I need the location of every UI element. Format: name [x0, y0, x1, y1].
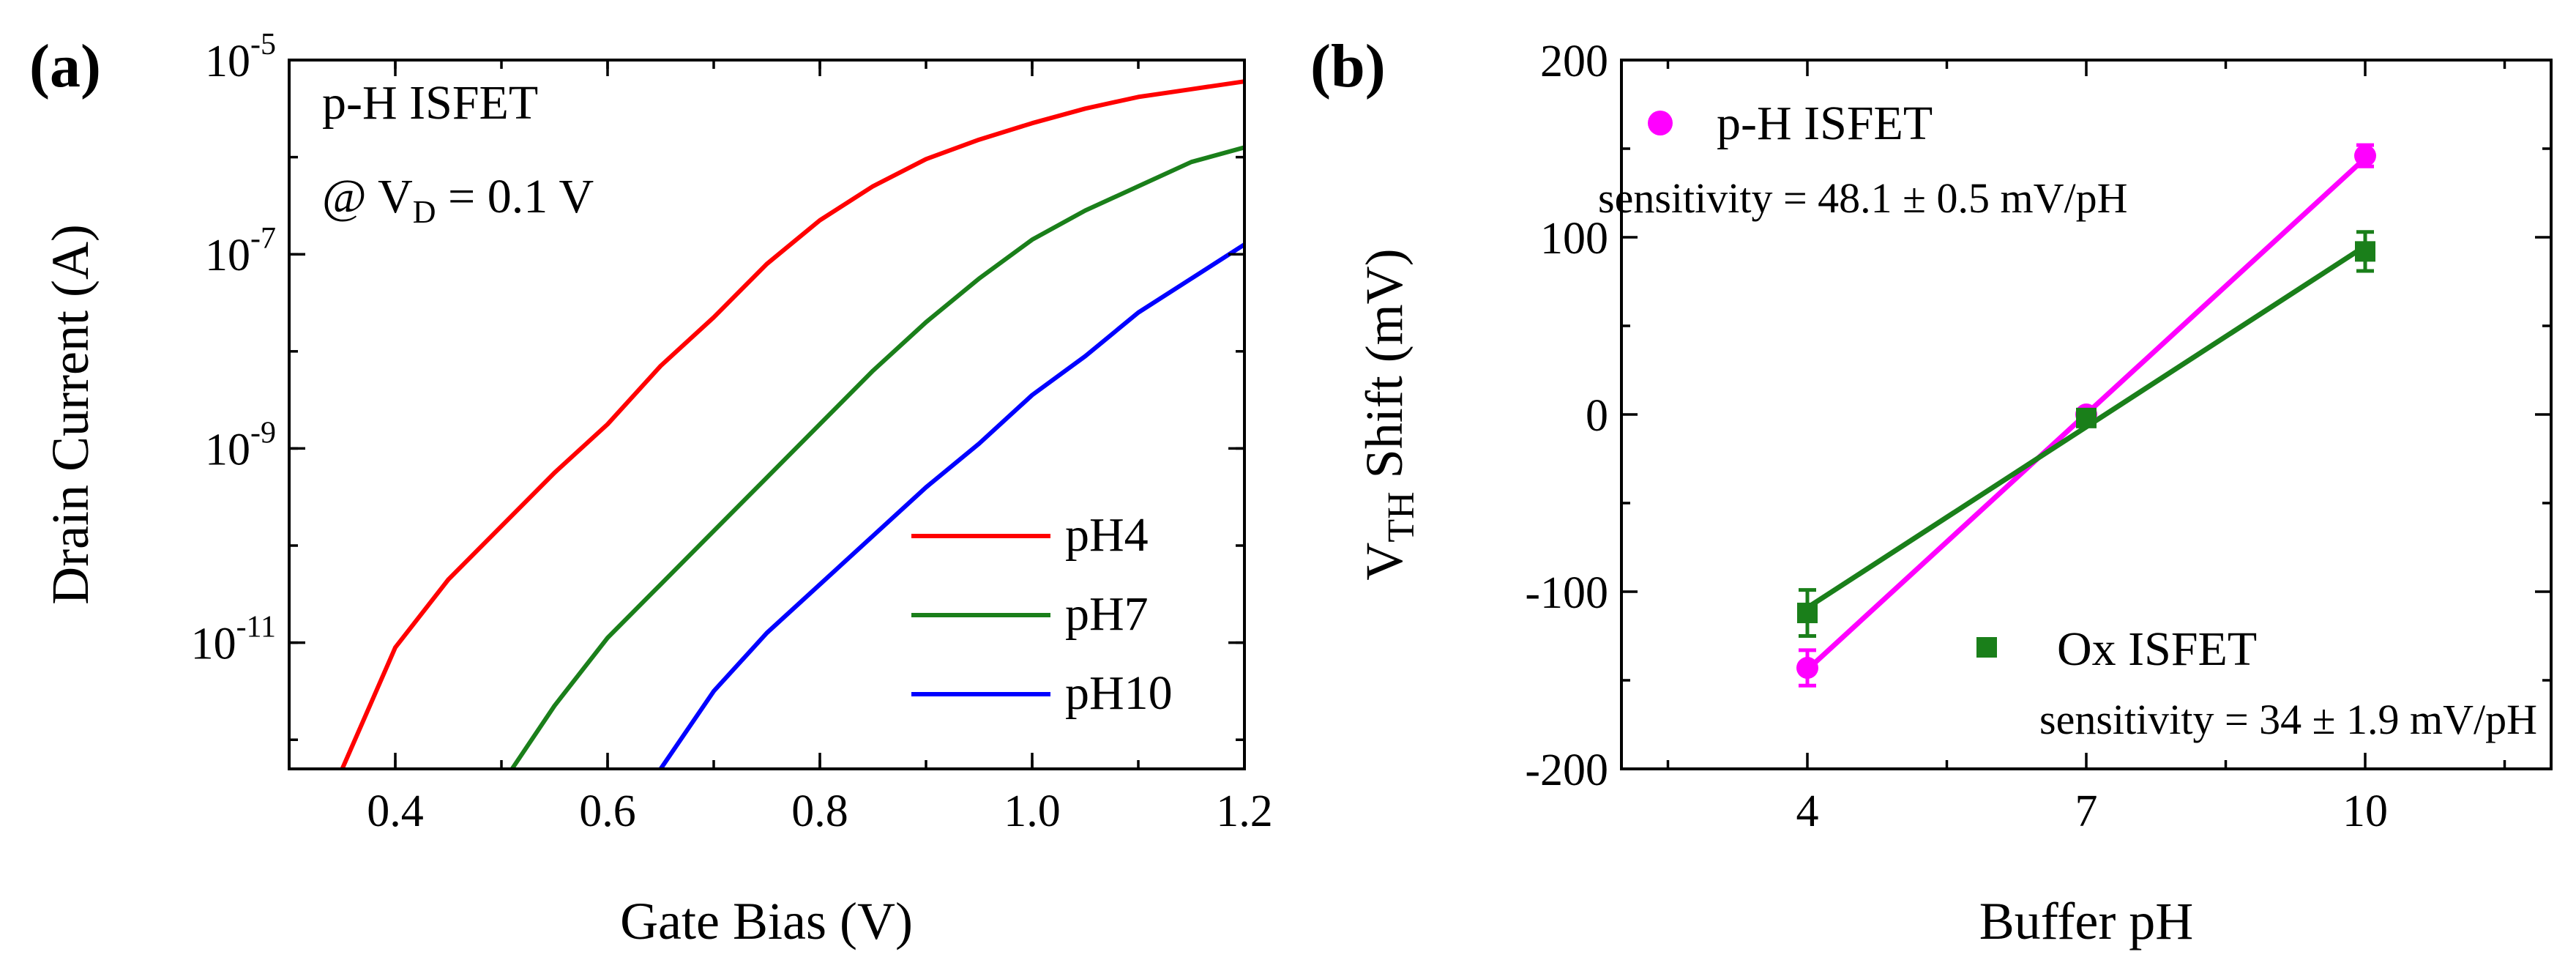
panel-a-condition-annotation: @ VD = 0.1 V: [322, 170, 594, 230]
x-tick-label: 4: [1796, 786, 1819, 836]
x-tick-label: 0.6: [579, 786, 636, 836]
series-line-ph4: [340, 79, 1245, 770]
panel-b-y-axis-title: VTH Shift (mV): [1355, 248, 1422, 580]
data-point-ox-isfet: [1797, 603, 1818, 624]
panel-b-x-ticks: 4 7 10: [1666, 60, 2506, 836]
panel-b-x-axis-title: Buffer pH: [1979, 892, 2194, 950]
panel-a-plot-frame: [288, 59, 1246, 770]
y-tick-label: 10-11: [191, 611, 276, 669]
panel-b-vth-shift-chart: (b) 4 7 10 -200 -100 0 100 200 Buffer pH VTH S…: [1310, 32, 2553, 950]
panel-b-data-points: [1796, 143, 2376, 688]
data-point-ox-isfet: [2076, 407, 2097, 428]
panel-a-series-group: [340, 79, 1246, 770]
y-tick-label: 10-9: [205, 416, 276, 475]
y-tick-label: -100: [1525, 568, 1608, 618]
series-line-ph7: [510, 145, 1245, 770]
panel-a-label: (a): [29, 32, 101, 100]
y-tick-label: 0: [1586, 391, 1608, 441]
data-point-p-h-isfet: [2354, 144, 2376, 167]
sensitivity-label-ox-isfet: sensitivity = 34 ± 1.9 mV/pH: [2039, 696, 2537, 743]
y-tick-label: 100: [1540, 214, 1608, 264]
panel-a-device-annotation: p-H ISFET: [322, 76, 538, 130]
panel-a-x-axis-title: Gate Bias (V): [620, 892, 913, 950]
panel-a-y-axis-title: Drain Current (A): [41, 224, 100, 605]
legend-label-p-h-isfet: p-H ISFET: [1717, 97, 1933, 150]
panel-a-drain-current-chart: (a) 0.4 0.6 0.8 1.0 1.2 10-5 10-7 10-9 10-11 Ga…: [29, 28, 1273, 950]
panel-b-label: (b): [1310, 32, 1386, 100]
y-tick-label: 10-7: [205, 222, 276, 280]
y-tick-label: 10-5: [205, 28, 276, 86]
x-tick-label: 1.2: [1216, 786, 1273, 836]
panel-a-y-ticks: 10-5 10-7 10-9 10-11: [191, 28, 1244, 741]
series-line-ph10: [659, 242, 1246, 770]
panel-a-legend: pH4 pH7 pH10: [911, 508, 1173, 720]
legend-label-ph10: pH10: [1065, 666, 1173, 720]
legend-marker-p-h-isfet: [1648, 111, 1673, 135]
x-tick-label: 0.8: [791, 786, 848, 836]
x-tick-label: 7: [2075, 786, 2098, 836]
x-tick-label: 1.0: [1004, 786, 1061, 836]
y-tick-label: 200: [1540, 37, 1608, 86]
panel-b-y-ticks: -200 -100 0 100 200: [1525, 37, 2551, 795]
x-tick-label: 0.4: [367, 786, 424, 836]
sensitivity-label-p-h-isfet: sensitivity = 48.1 ± 0.5 mV/pH: [1598, 174, 2128, 222]
legend-label-ph7: pH7: [1065, 587, 1149, 641]
y-tick-label: -200: [1525, 745, 1608, 795]
x-tick-label: 10: [2342, 786, 2388, 836]
legend-marker-ox-isfet: [1976, 637, 1997, 658]
data-point-p-h-isfet: [1796, 657, 1818, 680]
panel-b-legend: p-H ISFET sensitivity = 48.1 ± 0.5 mV/pH…: [1598, 97, 2537, 743]
data-point-ox-isfet: [2355, 241, 2375, 262]
legend-label-ph4: pH4: [1065, 508, 1149, 562]
panel-a-x-ticks: 0.4 0.6 0.8 1.0 1.2: [288, 60, 1273, 836]
legend-label-ox-isfet: Ox ISFET: [2057, 622, 2257, 676]
